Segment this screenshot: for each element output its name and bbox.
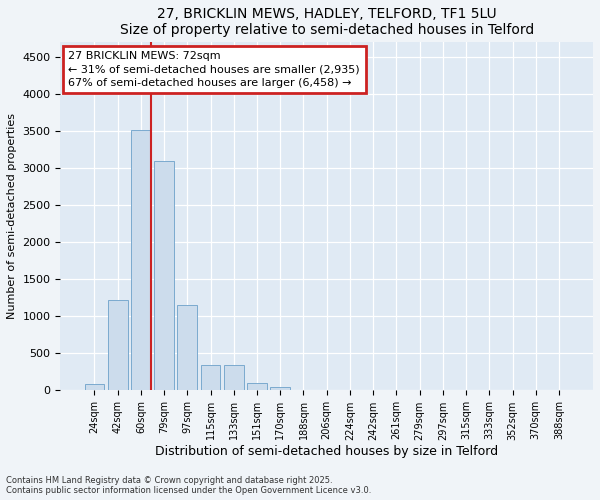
X-axis label: Distribution of semi-detached houses by size in Telford: Distribution of semi-detached houses by …: [155, 445, 498, 458]
Bar: [178, 306, 197, 390]
Title: 27, BRICKLIN MEWS, HADLEY, TELFORD, TF1 5LU
Size of property relative to semi-de: 27, BRICKLIN MEWS, HADLEY, TELFORD, TF1 …: [119, 7, 534, 37]
Bar: [108, 300, 128, 390]
Bar: [131, 130, 151, 390]
Bar: [271, 386, 290, 390]
Bar: [85, 384, 104, 390]
Bar: [200, 365, 220, 390]
Bar: [247, 383, 267, 390]
Y-axis label: Number of semi-detached properties: Number of semi-detached properties: [7, 114, 17, 320]
Text: 27 BRICKLIN MEWS: 72sqm
← 31% of semi-detached houses are smaller (2,935)
67% of: 27 BRICKLIN MEWS: 72sqm ← 31% of semi-de…: [68, 51, 360, 88]
Bar: [154, 161, 174, 390]
Bar: [224, 365, 244, 390]
Text: Contains HM Land Registry data © Crown copyright and database right 2025.
Contai: Contains HM Land Registry data © Crown c…: [6, 476, 371, 495]
